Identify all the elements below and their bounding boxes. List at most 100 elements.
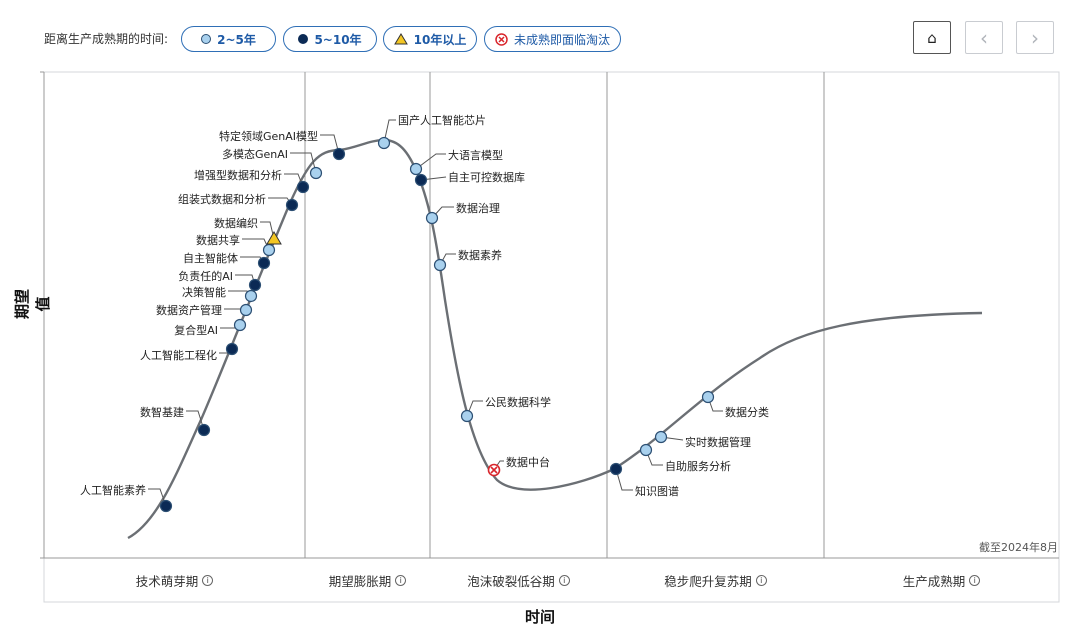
legend-filter-5-10-years[interactable]: 5~10年 — [283, 26, 377, 52]
info-icon[interactable]: i — [558, 574, 570, 586]
light-blue-marker[interactable] — [262, 243, 276, 257]
chart-frame — [40, 71, 1060, 603]
info-icon[interactable]: i — [395, 574, 407, 586]
data-point-22[interactable]: 知识图谱 — [609, 462, 680, 499]
info-icon[interactable]: i — [755, 574, 767, 586]
data-point-19[interactable]: 数据素养 — [433, 248, 503, 272]
data-point-20[interactable]: 公民数据科学 — [460, 395, 552, 423]
data-point-4[interactable]: 复合型AI — [174, 318, 247, 338]
data-point-label: 增强型数据和分析 — [194, 168, 282, 182]
dark-navy-marker[interactable] — [248, 278, 262, 292]
data-point-label: 数据编织 — [214, 216, 258, 230]
yellow-triangle-marker[interactable] — [266, 231, 282, 245]
legend-filter-2-5-years[interactable]: 2~5年 — [181, 26, 276, 52]
data-point-1[interactable]: 人工智能素养 — [80, 483, 173, 513]
legend-label-2-5-years: 2~5年 — [217, 32, 256, 47]
light-blue-marker[interactable] — [433, 258, 447, 272]
data-point-11[interactable]: 组装式数据和分析 — [178, 192, 299, 212]
light-blue-marker[interactable] — [244, 289, 258, 303]
light-blue-marker[interactable] — [377, 136, 391, 150]
dark-navy-marker[interactable] — [257, 256, 271, 270]
data-point-25[interactable]: 数据分类 — [701, 390, 770, 420]
light-blue-marker[interactable] — [309, 166, 323, 180]
red-x-circle-icon — [495, 32, 508, 46]
data-point-21[interactable]: 数据中台 — [487, 455, 551, 477]
data-point-label: 数智基建 — [140, 405, 184, 419]
info-icon[interactable]: i — [202, 574, 214, 586]
data-point-14[interactable]: 特定领域GenAI模型 — [219, 129, 346, 161]
data-point-7[interactable]: 负责任的AI — [178, 269, 262, 292]
leader-line — [415, 153, 446, 170]
data-point-label: 特定领域GenAI模型 — [219, 129, 318, 143]
next-button[interactable]: › — [1016, 21, 1054, 54]
dark-navy-marker[interactable] — [285, 198, 299, 212]
chart-points-layer: 人工智能素养 数智基建 人工智能工程化 复合型AI 数据资产管理 决策智能 负责任的AI 自主… — [80, 113, 770, 513]
data-point-label: 国产人工智能芯片 — [398, 113, 486, 127]
data-point-label: 复合型AI — [174, 323, 218, 337]
legend-filter-10-plus-years[interactable]: 10年以上 — [383, 26, 477, 52]
y-axis-label: 期望值 — [13, 289, 52, 320]
light-blue-marker[interactable] — [425, 211, 439, 225]
light-blue-marker[interactable] — [654, 430, 668, 444]
light-blue-circle-icon — [201, 34, 212, 44]
legend-filter-obsolete[interactable]: 未成熟即面临淘汰 — [484, 26, 621, 52]
dark-navy-marker[interactable] — [225, 342, 239, 356]
data-point-15[interactable]: 国产人工智能芯片 — [377, 113, 487, 150]
previous-button[interactable]: ‹ — [965, 21, 1003, 54]
data-point-17[interactable]: 自主可控数据库 — [414, 170, 526, 187]
data-point-label: 人工智能工程化 — [140, 348, 217, 362]
data-point-23[interactable]: 自助服务分析 — [639, 443, 732, 474]
data-point-label: 自主智能体 — [183, 251, 238, 265]
dark-navy-marker[interactable] — [296, 180, 310, 194]
home-button[interactable]: ⌂ — [913, 21, 951, 54]
data-point-13[interactable]: 多模态GenAI — [222, 147, 323, 180]
phase-label: 技术萌芽期 — [135, 573, 199, 589]
leader-line — [290, 152, 317, 174]
chevron-left-icon: ‹ — [980, 25, 988, 50]
data-point-6[interactable]: 决策智能 — [182, 285, 258, 303]
data-point-12[interactable]: 增强型数据和分析 — [194, 168, 310, 194]
phase-innovation-trigger[interactable]: 技术萌芽期 i — [44, 571, 305, 589]
phase-trough-of-disillusionment[interactable]: 泡沫破裂低谷期 i — [430, 571, 607, 589]
light-blue-marker[interactable] — [701, 390, 715, 404]
data-point-9[interactable]: 数据共享 — [196, 233, 276, 257]
as-of-date: 截至2024年8月 — [979, 541, 1058, 554]
phase-slope-of-enlightenment[interactable]: 稳步爬升复苏期 i — [607, 571, 824, 589]
phase-peak-of-expectations[interactable]: 期望膨胀期 i — [305, 571, 430, 589]
dark-navy-marker[interactable] — [197, 423, 211, 437]
data-point-16[interactable]: 大语言模型 — [409, 148, 504, 176]
light-blue-marker[interactable] — [460, 409, 474, 423]
leader-line — [186, 410, 205, 431]
light-blue-marker[interactable] — [239, 303, 253, 317]
dark-navy-marker[interactable] — [414, 173, 428, 187]
phase-label: 泡沫破裂低谷期 — [467, 573, 555, 589]
info-icon[interactable]: i — [969, 574, 981, 586]
data-point-3[interactable]: 人工智能工程化 — [140, 342, 239, 363]
data-point-5[interactable]: 数据资产管理 — [156, 303, 253, 317]
data-point-label: 数据共享 — [196, 233, 240, 247]
data-point-label: 数据资产管理 — [156, 303, 222, 317]
data-point-24[interactable]: 实时数据管理 — [654, 430, 752, 450]
light-blue-marker[interactable] — [233, 318, 247, 332]
leader-line — [320, 134, 340, 155]
data-point-8[interactable]: 自主智能体 — [183, 251, 271, 270]
dark-navy-circle-icon — [298, 34, 309, 44]
legend-title: 距离生产成熟期的时间: — [44, 32, 169, 46]
legend-label-10-plus-years: 10年以上 — [413, 32, 467, 47]
dark-navy-marker[interactable] — [609, 462, 623, 476]
phase-label: 稳步爬升复苏期 — [664, 573, 752, 589]
light-blue-marker[interactable] — [639, 443, 653, 457]
data-point-2[interactable]: 数智基建 — [140, 405, 211, 437]
data-point-label: 数据分类 — [725, 405, 769, 419]
data-point-label: 公民数据科学 — [485, 395, 551, 409]
data-point-label: 自主可控数据库 — [448, 170, 525, 184]
dark-navy-marker[interactable] — [332, 147, 346, 161]
phase-plateau-of-productivity[interactable]: 生产成熟期 i — [824, 571, 1059, 589]
light-blue-marker[interactable] — [409, 162, 423, 176]
data-point-18[interactable]: 数据治理 — [425, 201, 501, 225]
leader-line — [615, 468, 633, 491]
dark-navy-marker[interactable] — [159, 499, 173, 513]
data-point-label: 实时数据管理 — [685, 435, 751, 449]
data-point-10[interactable]: 数据编织 — [214, 216, 282, 245]
